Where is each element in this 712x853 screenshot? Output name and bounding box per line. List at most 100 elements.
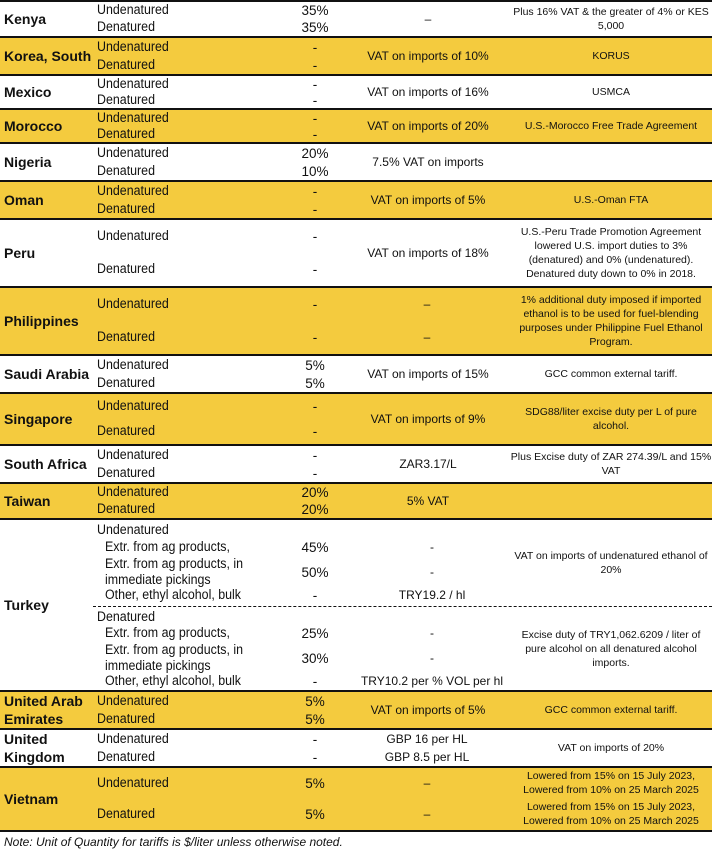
table-line: Undenatured (97, 522, 712, 539)
table-line: Denatured - (97, 57, 712, 74)
table-line: Denatured - GBP 8.5 per HL (97, 749, 712, 766)
country-name: United Kingdom (4, 731, 65, 765)
ethanol-type: Extr. from ag products, in immediate pic… (105, 555, 244, 587)
table-line: Denatured 5% (97, 375, 712, 392)
tariff-value: - (312, 57, 318, 73)
table-row: Singapore Undenatured - Denatured - VAT on im… (0, 394, 712, 446)
tariff-value: 5% (305, 357, 325, 373)
ethanol-type: Other, ethyl alcohol, bulk (105, 672, 242, 688)
line-group: Undenatured 5% Denatured 5% (97, 692, 712, 728)
country-name: United Arab Emirates (4, 693, 83, 727)
other-taxes: VAT on imports of 9% (370, 412, 486, 426)
tariff-value: - (312, 93, 318, 108)
tariff-value: - (312, 447, 318, 463)
table-line: Denatured - (97, 261, 712, 278)
other-taxes: VAT on imports of 16% (367, 85, 489, 99)
other-taxes: – (423, 297, 431, 311)
tariff-value: 5% (305, 711, 325, 727)
other-taxes: – (423, 807, 431, 821)
table-line: Extr. from ag products, 25% - (97, 625, 712, 641)
ethanol-type: Undenatured (97, 38, 169, 54)
tariff-value: - (312, 111, 318, 126)
ethanol-type: Extr. from ag products, (105, 538, 230, 554)
other-taxes: - (430, 626, 434, 641)
table-line: Denatured 5% – Lowered from 15% on 15 July … (97, 801, 712, 827)
table-row: Turkey Undenatured Extr. from ag products,… (0, 520, 712, 692)
table-line: Denatured 5% (97, 711, 712, 728)
line-group: Undenatured - Denatured - (97, 394, 712, 444)
notes: VAT on imports of 20% (557, 742, 665, 754)
tariff-value: - (312, 588, 318, 604)
tariff-value: - (312, 77, 318, 92)
ethanol-type: Denatured (97, 748, 156, 764)
line-group: Undenatured Extr. from ag products, 45% - Ex… (97, 520, 712, 606)
other-taxes: GBP 8.5 per HL (384, 749, 470, 764)
tariff-value: - (312, 399, 318, 414)
other-taxes: TRY10.2 per % VOL per hl (360, 673, 504, 688)
ethanol-type: Denatured (97, 464, 156, 480)
tariff-value: 30% (301, 650, 329, 666)
tariff-value: 20% (301, 145, 329, 161)
table-line: Extr. from ag products, in immediate pic… (97, 642, 712, 673)
ethanol-type: Undenatured (97, 446, 169, 462)
table-line: Undenatured - (97, 39, 712, 56)
country-name: Taiwan (4, 493, 51, 509)
other-taxes: – (423, 330, 431, 344)
table-row: United Kingdom Undenatured - GBP 16 per HL D… (0, 730, 712, 768)
tariff-value: 5% (305, 693, 325, 709)
footnote: Note: Unit of Quantity for tariffs is $/… (4, 835, 343, 849)
table-row: United Arab Emirates Undenatured 5% Denatur… (0, 692, 712, 730)
line-group: Denatured Extr. from ag products, 25% - Extr… (97, 607, 712, 691)
tariff-value: 5% (305, 375, 325, 391)
notes: Plus 16% VAT & the greater of 4% or KES … (513, 6, 709, 32)
other-taxes: GBP 16 per HL (386, 731, 468, 746)
tariff-table: Kenya Undenatured 35% Denatured 35% – Plus 16%… (0, 0, 712, 832)
tariff-value: - (312, 229, 318, 244)
country-name: Mexico (4, 84, 52, 100)
notes: Plus Excise duty of ZAR 274.39/L and 15%… (510, 451, 712, 477)
notes: USMCA (592, 86, 630, 98)
table-line: Denatured 35% (97, 19, 712, 36)
notes: Excise duty of TRY1,062.6209 / liter of … (521, 629, 701, 669)
table-row: Vietnam Undenatured 5% – Lowered from 15% on… (0, 768, 712, 832)
line-group: Undenatured 35% Denatured 35% (97, 2, 712, 36)
table-line: Denatured (97, 609, 712, 625)
other-taxes: – (423, 776, 431, 790)
table-line: Undenatured 5% – Lowered from 15% on 15 Jul… (97, 770, 712, 796)
line-group: Undenatured - Denatured - (97, 110, 712, 142)
ethanol-type: Undenatured (97, 228, 169, 243)
table-line: Undenatured - (97, 447, 712, 464)
ethanol-type: Undenatured (97, 484, 169, 499)
ethanol-type: Denatured (97, 261, 156, 276)
tariff-value: - (312, 127, 318, 142)
ethanol-type: Denatured (97, 423, 156, 438)
tariff-value: - (312, 262, 318, 277)
table-line: Undenatured 5% (97, 357, 712, 374)
ethanol-type: Other, ethyl alcohol, bulk (105, 587, 242, 603)
other-taxes: - (430, 650, 434, 665)
notes: 1% additional duty imposed if imported e… (519, 294, 703, 348)
country-name: Philippines (4, 313, 79, 329)
ethanol-type: Denatured (97, 19, 156, 34)
ethanol-type: Denatured (97, 56, 156, 72)
ethanol-type: Denatured (97, 806, 156, 821)
line-note: Lowered from 15% on 15 July 2023, Lowere… (523, 770, 699, 796)
other-taxes: 7.5% VAT on imports (372, 155, 484, 169)
other-taxes: - (430, 539, 434, 554)
table-line: Undenatured - (97, 228, 712, 245)
table-line: Denatured 10% (97, 163, 712, 180)
line-group: Undenatured - Denatured - (97, 76, 712, 108)
table-row: Taiwan Undenatured 20% Denatured 20% 5% VAT (0, 484, 712, 520)
turkey-section: Denatured Extr. from ag products, 25% - Extr… (0, 607, 712, 691)
table-line: Undenatured - (97, 110, 712, 126)
ethanol-type: Undenatured (97, 182, 169, 198)
table-line: Undenatured 20% (97, 484, 712, 501)
country-name: Peru (4, 245, 36, 261)
table-line: Denatured - – (97, 329, 712, 346)
line-group: Undenatured 5% – Lowered from 15% on 15 Jul… (97, 768, 712, 830)
other-taxes: VAT on imports of 18% (367, 246, 489, 260)
notes: SDG88/liter excise duty per L of pure al… (525, 406, 697, 432)
tariff-value: 35% (301, 3, 329, 18)
ethanol-type: Extr. from ag products, in immediate pic… (105, 641, 244, 673)
tariff-value: - (312, 749, 318, 765)
